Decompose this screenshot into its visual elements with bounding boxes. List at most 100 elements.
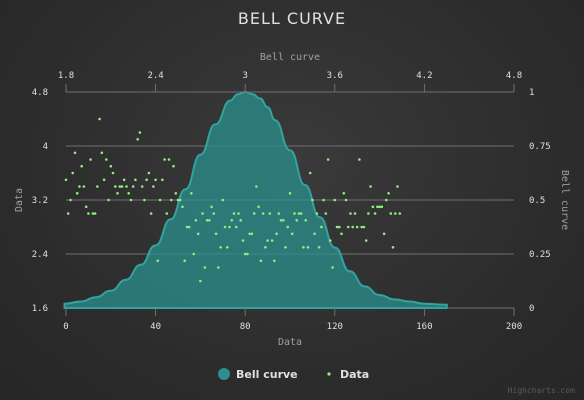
data-point[interactable] [234, 225, 238, 229]
bell-curve-series[interactable] [63, 90, 448, 309]
data-point[interactable] [342, 192, 346, 195]
data-point[interactable] [212, 212, 216, 215]
data-point[interactable] [373, 212, 377, 215]
data-point[interactable] [64, 178, 68, 182]
data-point[interactable] [286, 225, 290, 229]
data-point[interactable] [118, 185, 122, 188]
data-point[interactable] [302, 246, 305, 249]
data-point[interactable] [344, 198, 348, 202]
data-point[interactable] [91, 212, 95, 215]
data-point[interactable] [161, 178, 164, 182]
data-point[interactable] [250, 232, 254, 236]
data-point[interactable] [176, 198, 180, 202]
data-point[interactable] [398, 212, 402, 215]
data-point[interactable] [98, 117, 101, 121]
data-point[interactable] [241, 239, 245, 242]
data-point[interactable] [371, 205, 375, 209]
data-point[interactable] [196, 232, 200, 236]
data-point[interactable] [382, 232, 386, 236]
data-point[interactable] [355, 225, 359, 229]
data-point[interactable] [84, 205, 88, 209]
credits-text[interactable]: Highcharts.com [508, 386, 576, 395]
data-point[interactable] [389, 212, 393, 215]
data-point[interactable] [340, 232, 343, 236]
data-point[interactable] [376, 205, 379, 209]
data-point[interactable] [71, 171, 74, 175]
data-point[interactable] [255, 185, 258, 188]
data-point[interactable] [78, 185, 81, 188]
data-point[interactable] [367, 212, 370, 215]
data-point[interactable] [122, 178, 126, 182]
data-point[interactable] [346, 225, 350, 229]
data-point[interactable] [194, 219, 198, 222]
data-point[interactable] [221, 198, 225, 202]
data-point[interactable] [290, 232, 294, 236]
data-point[interactable] [152, 185, 155, 188]
data-point[interactable] [223, 225, 227, 229]
data-point[interactable] [114, 185, 117, 188]
data-point[interactable] [111, 171, 115, 175]
data-point[interactable] [279, 219, 283, 222]
legend-item-bell-curve[interactable]: Bell curve [218, 368, 298, 381]
data-point[interactable] [396, 185, 399, 188]
data-point[interactable] [378, 205, 381, 209]
data-point[interactable] [82, 185, 86, 188]
data-point[interactable] [275, 232, 278, 236]
data-point[interactable] [394, 212, 397, 215]
data-point[interactable] [66, 212, 70, 215]
data-point[interactable] [174, 192, 178, 195]
data-point[interactable] [140, 185, 144, 188]
data-point[interactable] [131, 185, 135, 188]
data-point[interactable] [217, 266, 220, 269]
data-point[interactable] [391, 246, 395, 249]
data-point[interactable] [205, 219, 209, 222]
data-point[interactable] [127, 192, 130, 195]
data-point[interactable] [73, 151, 77, 155]
data-point[interactable] [181, 205, 184, 209]
data-series[interactable] [64, 117, 402, 283]
data-point[interactable] [243, 252, 247, 256]
legend-item-data[interactable]: Data [327, 368, 369, 381]
data-point[interactable] [219, 246, 222, 249]
data-point[interactable] [183, 259, 186, 263]
data-point[interactable] [387, 192, 390, 195]
data-point[interactable] [288, 192, 292, 195]
data-point[interactable] [268, 212, 272, 215]
data-point[interactable] [297, 212, 301, 215]
data-point[interactable] [362, 225, 366, 229]
data-point[interactable] [226, 246, 229, 249]
data-point[interactable] [210, 205, 213, 209]
data-point[interactable] [331, 266, 334, 269]
data-point[interactable] [96, 185, 99, 188]
data-point[interactable] [293, 212, 296, 215]
data-point[interactable] [313, 232, 316, 236]
data-point[interactable] [311, 198, 314, 202]
data-point[interactable] [134, 178, 137, 182]
data-point[interactable] [163, 158, 166, 161]
data-point[interactable] [147, 171, 151, 175]
data-point[interactable] [93, 212, 97, 215]
data-point[interactable] [170, 198, 173, 202]
data-point[interactable] [203, 266, 207, 269]
data-point[interactable] [380, 205, 384, 209]
data-point[interactable] [87, 212, 90, 215]
data-point[interactable] [138, 131, 142, 134]
data-point[interactable] [358, 158, 361, 161]
data-point[interactable] [120, 185, 124, 188]
data-point[interactable] [230, 219, 234, 222]
data-point[interactable] [185, 225, 189, 229]
data-point[interactable] [149, 212, 153, 215]
data-point[interactable] [273, 259, 276, 263]
data-point[interactable] [266, 239, 269, 242]
data-point[interactable] [100, 151, 104, 155]
data-point[interactable] [214, 232, 218, 236]
data-point[interactable] [165, 212, 169, 215]
data-point[interactable] [353, 212, 357, 215]
data-point[interactable] [239, 219, 242, 222]
data-point[interactable] [335, 225, 339, 229]
data-point[interactable] [237, 212, 240, 215]
data-point[interactable] [326, 158, 330, 161]
data-point[interactable] [116, 192, 119, 195]
data-point[interactable] [304, 219, 308, 222]
data-point[interactable] [69, 198, 72, 202]
